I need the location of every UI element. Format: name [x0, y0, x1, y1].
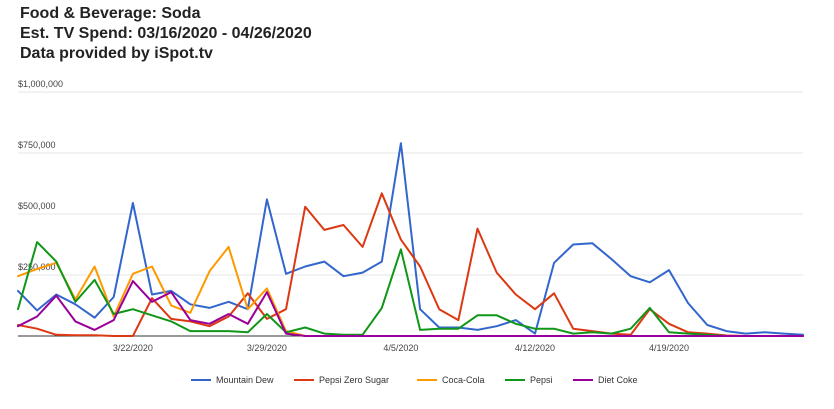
- series-line-diet-coke: [17, 280, 804, 337]
- chart-title: Food & Beverage: Soda: [20, 5, 201, 22]
- grid-layer: [18, 91, 803, 276]
- y-tick-label: $250,000: [18, 262, 56, 272]
- series-line-pepsi: [17, 241, 804, 337]
- legend-label-pepsi: Pepsi: [530, 375, 553, 385]
- y-tick-label: $750,000: [18, 140, 56, 150]
- y-tick-label: $1,000,000: [18, 79, 63, 89]
- legend-label-pepsi-zero-sugar: Pepsi Zero Sugar: [319, 375, 389, 385]
- x-tick-label: 4/5/2020: [383, 343, 418, 353]
- series-line-mountain-dew: [17, 142, 804, 336]
- x-tick-label: 4/19/2020: [649, 343, 689, 353]
- series-layer: [17, 142, 804, 337]
- legend-label-mountain-dew: Mountain Dew: [216, 375, 274, 385]
- x-tick-label: 3/22/2020: [113, 343, 153, 353]
- chart-source-note: Data provided by iSpot.tv: [20, 45, 213, 62]
- x-tick-label: 3/29/2020: [247, 343, 287, 353]
- x-tick-label: 4/12/2020: [515, 343, 555, 353]
- legend-label-coca-cola: Coca-Cola: [442, 375, 485, 385]
- y-tick-label: $500,000: [18, 201, 56, 211]
- chart-title-block: Food & Beverage: Soda Est. TV Spend: 03/…: [20, 4, 312, 64]
- legend-label-diet-coke: Diet Coke: [598, 375, 638, 385]
- series-line-pepsi-zero-sugar: [17, 192, 804, 337]
- legend: Mountain Dew Pepsi Zero Sugar Coca-Cola Pep…: [191, 375, 638, 385]
- chart-subtitle: Est. TV Spend: 03/16/2020 - 04/26/2020: [20, 25, 312, 42]
